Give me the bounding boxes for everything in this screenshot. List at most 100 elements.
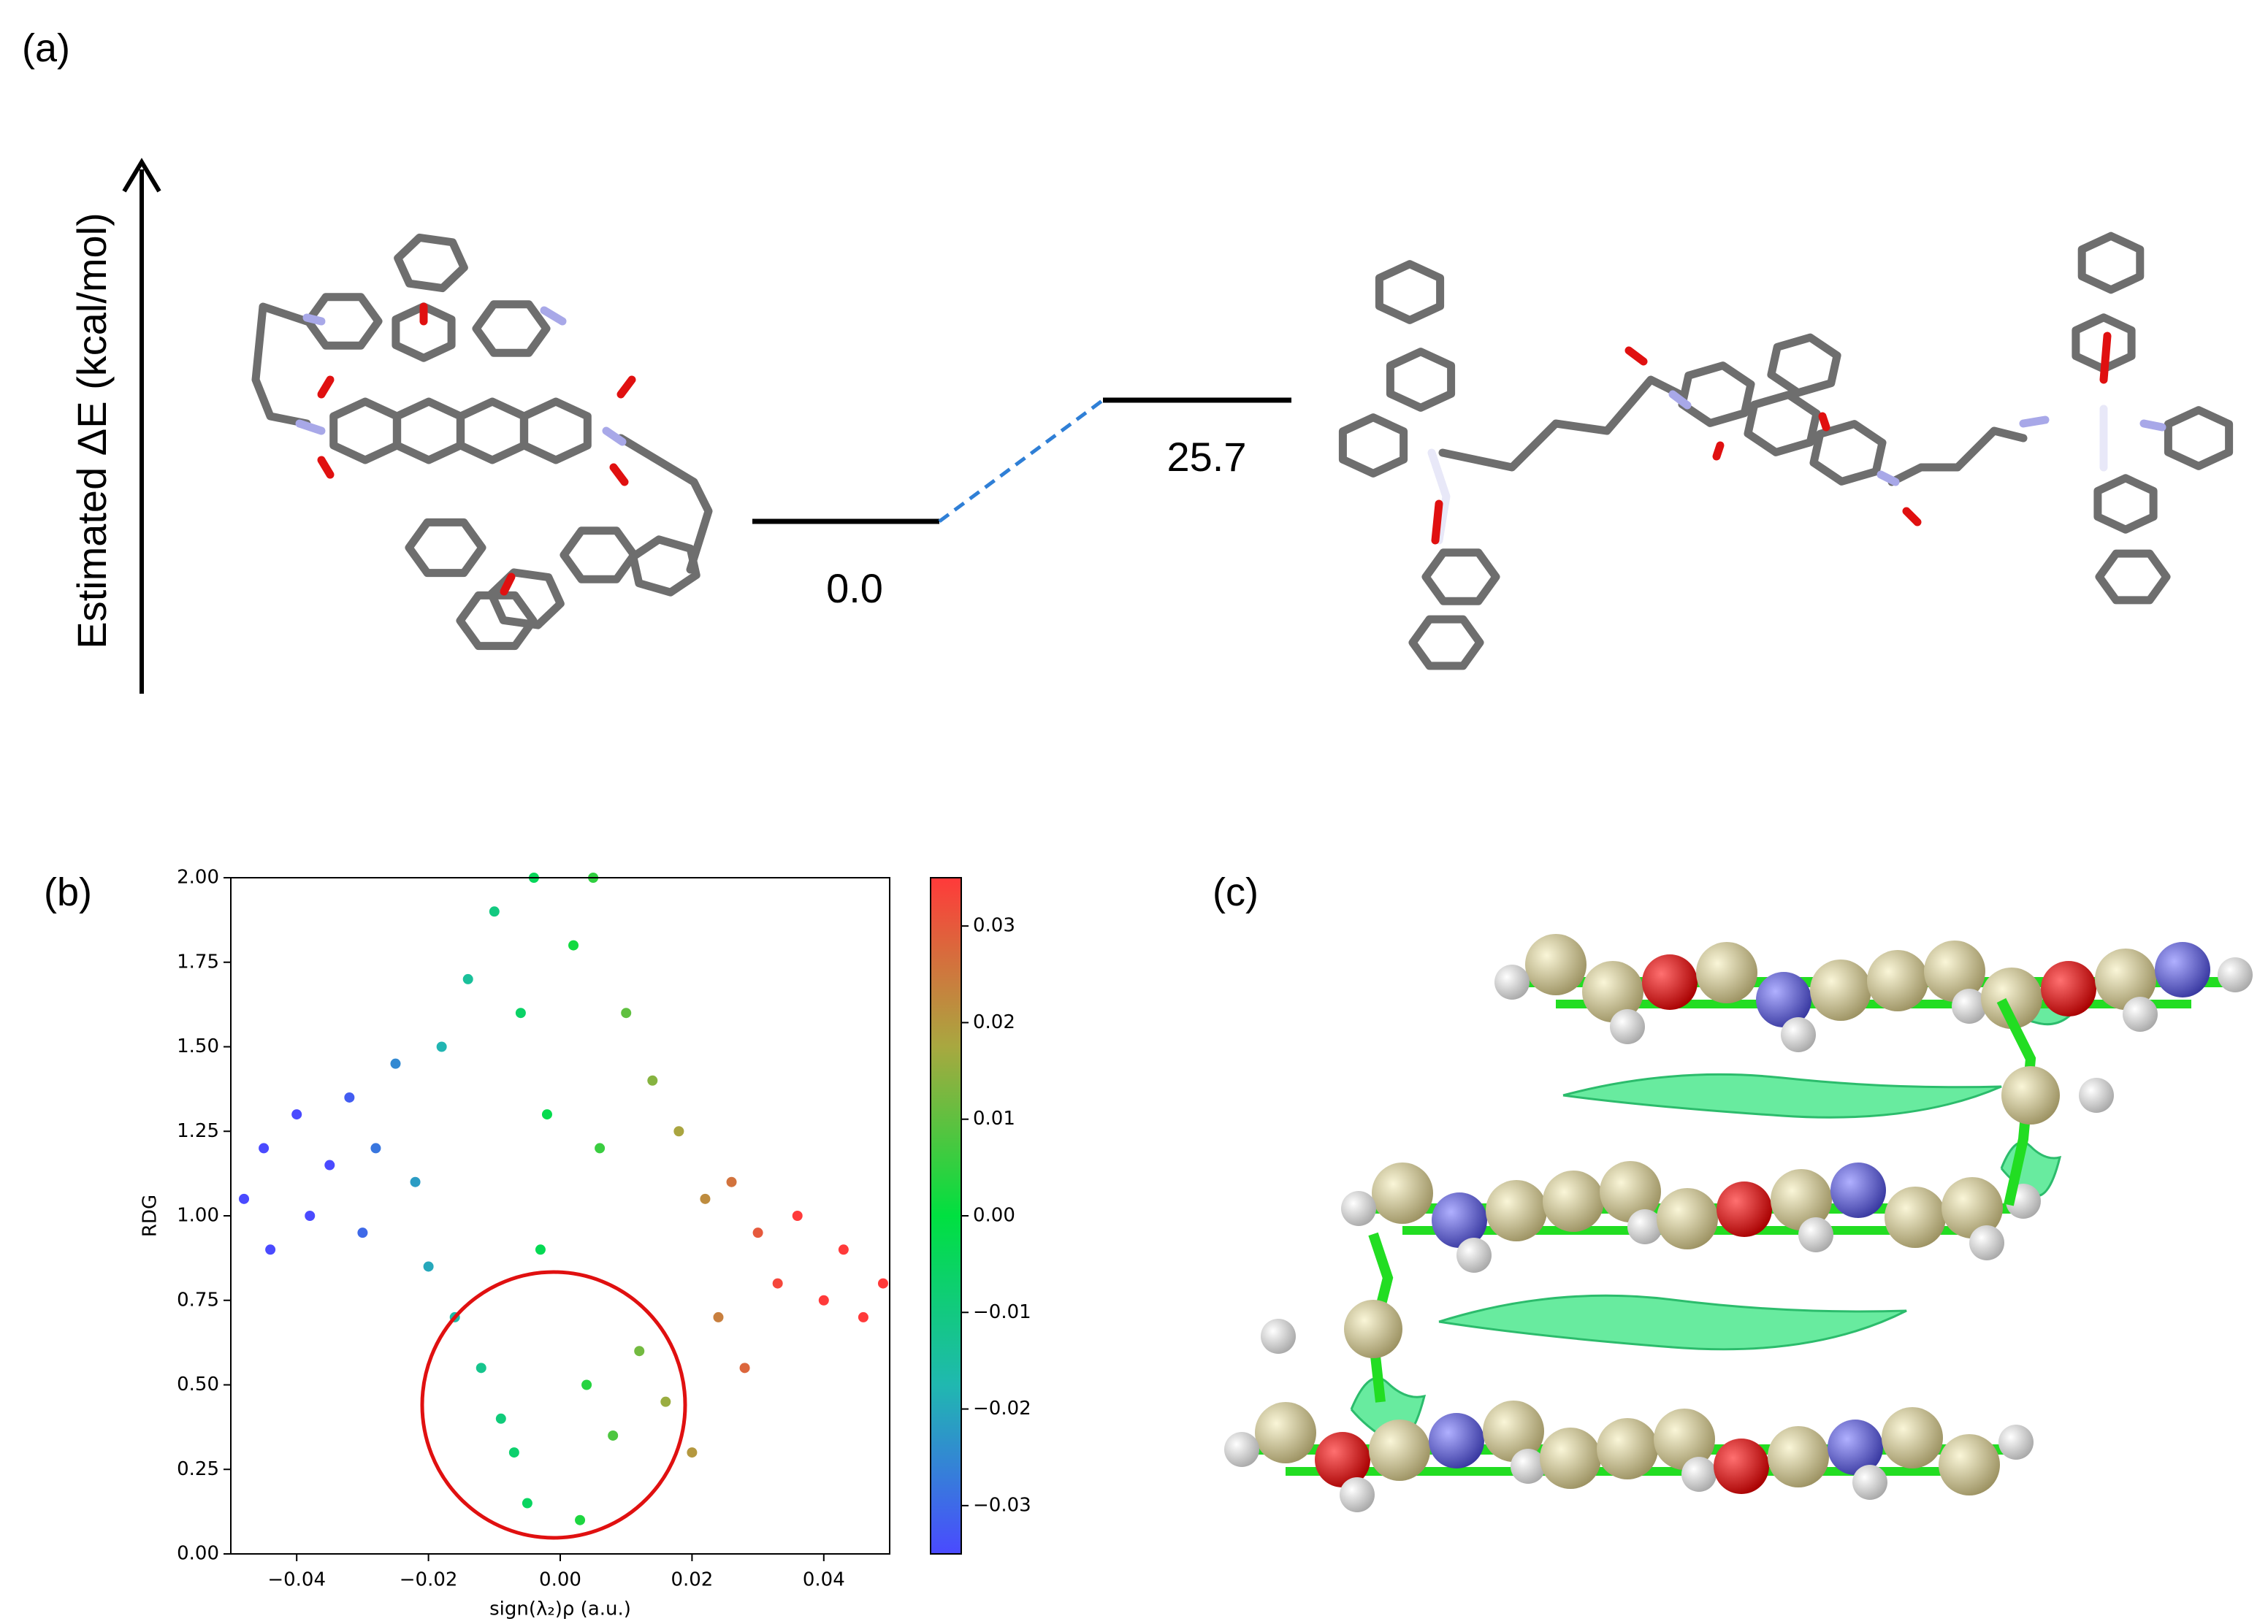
bond — [500, 572, 516, 596]
point — [305, 1211, 316, 1221]
atom — [1344, 1300, 1402, 1358]
y-tick-label: 1.50 — [177, 1035, 219, 1057]
panel-label: (a) — [22, 26, 70, 70]
ring — [1408, 615, 1484, 670]
atom — [1429, 1413, 1484, 1468]
y-tick-label: 1.75 — [177, 951, 219, 973]
x-tick-label: 0.04 — [803, 1569, 845, 1591]
atom — [2095, 949, 2156, 1010]
ring — [1809, 420, 1887, 486]
bond — [602, 426, 627, 446]
colorbar-tick-label: 0.01 — [973, 1108, 1015, 1130]
point — [462, 973, 473, 984]
point — [423, 1261, 434, 1272]
hydrogen — [2218, 957, 2253, 992]
point — [436, 1041, 447, 1052]
ring — [1767, 333, 1841, 397]
atom — [1432, 1192, 1487, 1248]
atom — [1483, 1401, 1544, 1462]
point — [739, 1363, 750, 1374]
point — [508, 1447, 519, 1458]
ring — [520, 397, 592, 464]
atom — [1885, 1187, 1946, 1248]
hydrogen — [1456, 1238, 1492, 1273]
point — [726, 1176, 737, 1187]
atom — [1543, 1171, 1604, 1232]
hydrogen — [1952, 989, 1987, 1024]
ring — [1421, 548, 1500, 605]
atom — [1828, 1420, 1883, 1475]
y-axis-label: RDG — [140, 1195, 161, 1237]
ring — [472, 300, 551, 357]
point — [877, 1278, 888, 1289]
atom — [1372, 1163, 1433, 1224]
nci-isosurface — [1438, 1294, 1907, 1351]
colorbar-tick-label: 0.00 — [973, 1205, 1015, 1227]
atom — [2041, 961, 2096, 1016]
atom — [1597, 1418, 1658, 1479]
ring — [1338, 413, 1408, 478]
bond — [1668, 390, 1692, 410]
ring — [629, 535, 700, 597]
rdg-scatter: −0.04 −0.02 0.00 0.02 0.04 0.00 0.25 0.50 0.75 1.… — [140, 867, 1031, 1620]
point — [568, 940, 579, 951]
colorbar-tick-label: 0.02 — [973, 1011, 1015, 1033]
point — [575, 1514, 586, 1525]
hydrogen — [1852, 1465, 1887, 1500]
point — [792, 1211, 803, 1221]
x-tick-label: −0.04 — [267, 1569, 326, 1591]
energy-axis-label: Estimated ΔE (kcal/mol) — [69, 212, 115, 649]
hydrogen — [2079, 1078, 2114, 1113]
atom — [1941, 1177, 2003, 1238]
atom — [1717, 1181, 1772, 1237]
ring — [405, 518, 486, 578]
point — [370, 1143, 381, 1154]
point — [344, 1092, 355, 1103]
ring — [2093, 474, 2158, 534]
highlight-circle — [420, 1270, 687, 1540]
hydrogen — [1969, 1225, 2004, 1260]
atom — [1981, 968, 2042, 1029]
nci-isosurface — [1562, 1073, 2002, 1119]
atom — [1939, 1434, 2000, 1495]
point — [713, 1311, 724, 1322]
bond — [616, 375, 636, 399]
hydrogen — [1781, 1017, 1816, 1052]
hydrogen — [1511, 1449, 1546, 1484]
y-tick-label: 0.75 — [177, 1289, 219, 1311]
x-tick-label: 0.00 — [539, 1569, 581, 1591]
bond — [1818, 412, 1830, 432]
colorbar-tick-label: −0.01 — [973, 1301, 1031, 1323]
plot-frame — [230, 877, 890, 1555]
ring — [329, 397, 401, 464]
point — [522, 1498, 532, 1509]
atom — [1255, 1402, 1316, 1463]
y-tick-label: 2.00 — [177, 867, 219, 889]
atom — [2155, 942, 2210, 997]
atom — [1525, 934, 1587, 995]
atom — [1600, 1161, 1661, 1222]
point — [515, 1008, 526, 1019]
hydrogen — [1261, 1319, 1296, 1354]
point — [324, 1160, 335, 1171]
point — [687, 1447, 698, 1458]
point — [390, 1058, 401, 1069]
y-tick-label: 1.00 — [177, 1205, 219, 1227]
point — [660, 1396, 671, 1407]
panel-label: (c) — [1213, 870, 1259, 914]
ring — [393, 397, 465, 464]
bond — [2019, 415, 2050, 428]
atom — [1642, 954, 1698, 1010]
hydrogen — [1798, 1217, 1833, 1252]
hydrogen — [1494, 965, 1530, 1000]
point — [581, 1379, 592, 1390]
x-tick-label: 0.02 — [671, 1569, 713, 1591]
ring — [2095, 549, 2171, 605]
bond — [251, 302, 311, 428]
x-axis-label: sign(λ₂)ρ (a.u.) — [489, 1598, 631, 1620]
point — [476, 1363, 486, 1374]
level-connector — [938, 398, 1104, 524]
bond — [317, 375, 335, 399]
